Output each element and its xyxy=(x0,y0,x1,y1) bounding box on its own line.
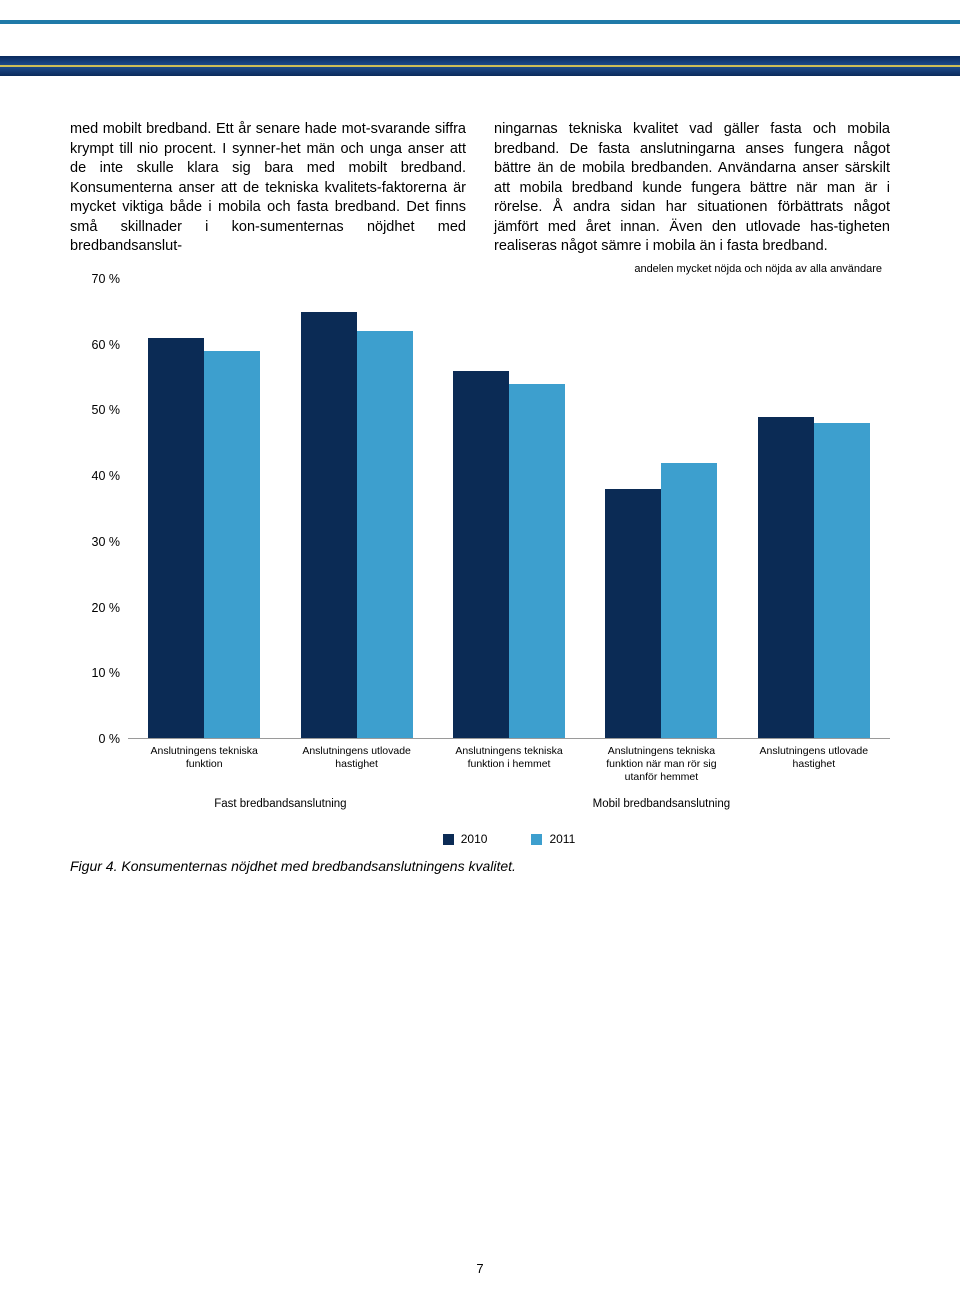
x-tick-label: Anslutningens tekniska funktion i hemmet xyxy=(433,739,585,784)
bar-group xyxy=(433,279,585,738)
text-column-right: ningarnas tekniska kvalitet vad gäller f… xyxy=(494,120,890,257)
bar xyxy=(509,384,565,738)
content-area: med mobilt bredband. Ett år senare hade … xyxy=(70,120,890,874)
header-gradient-band xyxy=(0,56,960,76)
page-number: 7 xyxy=(0,1261,960,1276)
bar xyxy=(357,331,413,738)
chart-subtitle: andelen mycket nöjda och nöjda av alla a… xyxy=(70,263,890,275)
chart-super-axis: Fast bredbandsanslutningMobil bredbandsa… xyxy=(128,798,890,810)
bar-group xyxy=(738,279,890,738)
bar-group xyxy=(128,279,280,738)
y-tick-label: 50 % xyxy=(92,403,121,417)
super-category-label: Fast bredbandsanslutning xyxy=(128,798,433,810)
bar xyxy=(605,489,661,738)
legend-item: 2010 xyxy=(443,832,488,846)
y-tick-label: 70 % xyxy=(92,272,121,286)
bar xyxy=(148,338,204,738)
x-tick-label: Anslutningens utlovade hastighet xyxy=(738,739,890,784)
text-columns: med mobilt bredband. Ett år senare hade … xyxy=(70,120,890,257)
figure-caption: Figur 4. Konsumenternas nöjdhet med bred… xyxy=(70,858,890,874)
bar-group xyxy=(585,279,737,738)
y-tick-label: 60 % xyxy=(92,338,121,352)
y-tick-label: 30 % xyxy=(92,535,121,549)
super-category-label: Mobil bredbandsanslutning xyxy=(433,798,890,810)
text-column-left: med mobilt bredband. Ett år senare hade … xyxy=(70,120,466,257)
y-tick-label: 20 % xyxy=(92,601,121,615)
bar xyxy=(204,351,260,738)
bar xyxy=(758,417,814,738)
legend-label: 2011 xyxy=(549,832,575,846)
legend-label: 2010 xyxy=(461,832,488,846)
y-tick-label: 0 % xyxy=(98,732,120,746)
x-tick-label: Anslutningens tekniska funktion xyxy=(128,739,280,784)
chart-y-axis: 70 %60 %50 %40 %30 %20 %10 %0 % xyxy=(70,279,128,739)
bar xyxy=(453,371,509,738)
page: med mobilt bredband. Ett år senare hade … xyxy=(0,0,960,1300)
chart-container: andelen mycket nöjda och nöjda av alla a… xyxy=(70,263,890,874)
legend-item: 2011 xyxy=(531,832,575,846)
chart-bar-groups xyxy=(128,279,890,738)
bar xyxy=(661,463,717,738)
y-tick-label: 10 % xyxy=(92,666,121,680)
legend-swatch xyxy=(443,834,454,845)
chart-plot: 70 %60 %50 %40 %30 %20 %10 %0 % xyxy=(70,279,890,739)
legend-swatch xyxy=(531,834,542,845)
bar xyxy=(301,312,357,738)
chart-x-axis: Anslutningens tekniska funktionAnslutnin… xyxy=(128,739,890,784)
chart-plot-area xyxy=(128,279,890,739)
y-tick-label: 40 % xyxy=(92,469,121,483)
bar xyxy=(814,423,870,738)
chart-legend: 2010 2011 xyxy=(128,832,890,846)
header-top-line xyxy=(0,20,960,24)
x-tick-label: Anslutningens tekniska funktion när man … xyxy=(585,739,737,784)
bar-group xyxy=(280,279,432,738)
x-tick-label: Anslutningens utlovade hastighet xyxy=(280,739,432,784)
